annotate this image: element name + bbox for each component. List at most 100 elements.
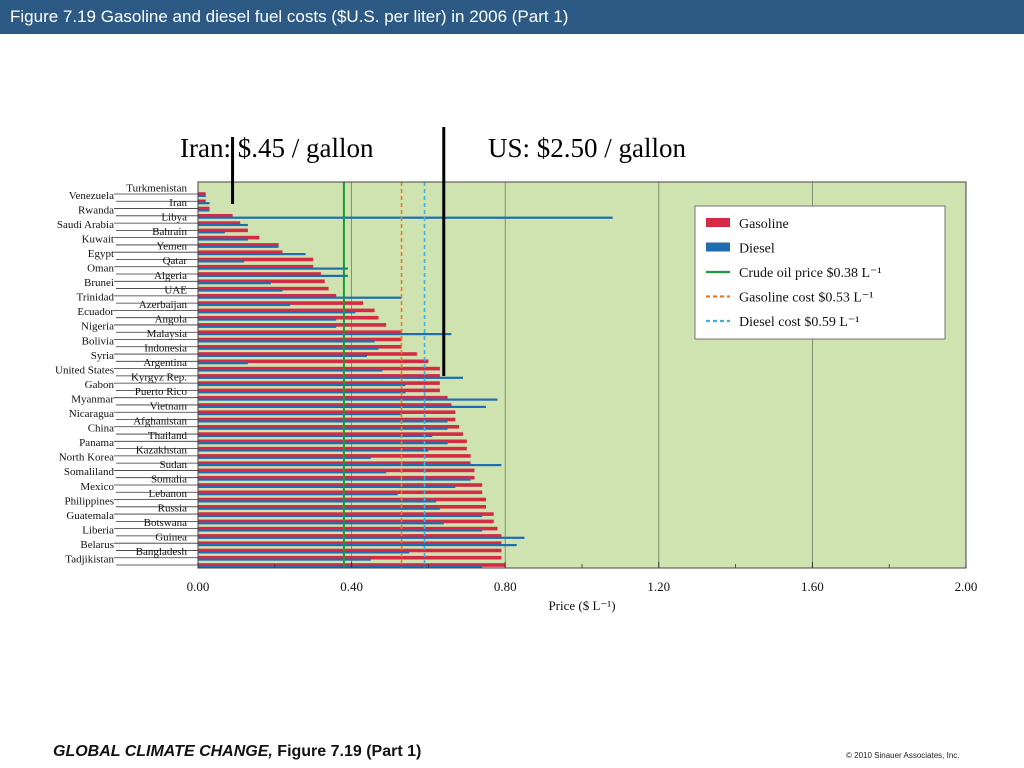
category-label: Thailand — [148, 430, 188, 442]
annotations: Iran: $.45 / gallon US: $2.50 / gallon — [180, 127, 687, 376]
gasoline-bar — [198, 250, 283, 254]
gasoline-bar — [198, 286, 329, 291]
figure-reference: Figure 7.19 (Part 1) — [272, 743, 422, 760]
category-label: Venezuela — [69, 190, 114, 202]
title-bar: Figure 7.19 Gasoline and diesel fuel cos… — [0, 0, 1024, 34]
category-label: Argentina — [143, 357, 187, 369]
diesel-bar — [198, 253, 306, 256]
category-label: Guatemala — [66, 510, 114, 522]
category-label: Saudi Arabia — [57, 219, 114, 231]
gasoline-bar — [198, 534, 502, 538]
legend-swatch — [706, 218, 730, 227]
category-label: Tadjikistan — [65, 554, 114, 566]
gasoline-bar — [198, 206, 210, 211]
category-label: Syria — [91, 350, 114, 362]
category-label: Gabon — [85, 379, 115, 391]
gasoline-bar — [198, 555, 502, 560]
gasoline-bar — [198, 301, 364, 305]
gasoline-bar — [198, 490, 483, 495]
gasoline-bar — [198, 337, 402, 342]
x-axis-label: Price ($ L⁻¹) — [548, 598, 615, 613]
gasoline-bar — [198, 410, 456, 414]
gasoline-bar — [198, 505, 486, 509]
gasoline-bar — [198, 381, 440, 385]
diesel-bar — [198, 325, 337, 328]
gasoline-bar — [198, 468, 475, 473]
category-label: Qatar — [163, 255, 188, 267]
book-title: GLOBAL CLIMATE CHANGE, — [53, 743, 273, 760]
x-tick-label: 0.40 — [340, 579, 363, 594]
gasoline-bar — [198, 388, 440, 393]
legend-label: Diesel — [739, 242, 775, 257]
category-label: Liberia — [82, 524, 114, 536]
diesel-bar — [198, 311, 356, 314]
category-label: Panama — [79, 437, 114, 449]
category-label: Nicaragua — [69, 408, 114, 420]
category-label: Russia — [158, 503, 187, 515]
legend-box — [694, 205, 946, 340]
gasoline-bar — [198, 526, 498, 531]
category-label: Ecuador — [77, 306, 114, 318]
diesel-bar — [198, 194, 206, 197]
gasoline-bar — [198, 235, 260, 240]
diesel-bar — [198, 464, 502, 467]
diesel-bar — [198, 558, 371, 561]
bars — [198, 192, 613, 568]
category-label: United States — [55, 364, 114, 376]
diesel-bar — [198, 333, 452, 336]
x-tick-label: 1.60 — [801, 579, 824, 594]
gasoline-bar — [198, 366, 440, 371]
diesel-bar — [198, 303, 291, 307]
category-label: Puerto Rico — [135, 386, 188, 398]
gasoline-bar — [198, 395, 448, 400]
category-label: Trinidad — [77, 292, 115, 304]
category-label: China — [88, 423, 114, 435]
gasoline-bar — [198, 352, 417, 356]
diesel-bar — [198, 354, 367, 357]
category-label: Azerbaijan — [139, 299, 188, 311]
slide-title: Figure 7.19 Gasoline and diesel fuel cos… — [10, 7, 569, 26]
category-label: Bahrain — [152, 226, 187, 238]
annotation-us: US: $2.50 / gallon — [488, 133, 687, 163]
diesel-bar — [198, 282, 271, 285]
gasoline-bar — [198, 432, 463, 436]
category-label: North Korea — [59, 452, 114, 464]
legend: Gasoline Diesel Crude oil price $0.38 L⁻¹ G… — [694, 205, 946, 340]
gasoline-bar — [198, 541, 502, 545]
category-label: Botswana — [144, 517, 188, 529]
category-label: Philippines — [64, 495, 114, 507]
gasoline-bar — [198, 228, 248, 233]
gasoline-bar — [198, 294, 337, 298]
category-label: Kyrgyz Rep. — [131, 372, 187, 384]
diesel-bar — [198, 434, 433, 438]
x-axis-ticks: 0.00 0.40 0.80 1.20 1.60 2.00 — [187, 562, 978, 594]
category-label: Oman — [87, 263, 114, 275]
gasoline-bar — [198, 345, 402, 349]
reference-lines — [342, 182, 426, 568]
legend-label: Crude oil price $0.38 L⁻¹ — [739, 266, 882, 281]
diesel-bar — [198, 551, 410, 554]
diesel-bar — [198, 223, 248, 227]
gasoline-bar — [198, 475, 475, 480]
gasoline-bar — [198, 199, 206, 204]
diesel-bar — [198, 405, 486, 408]
gasoline-bar — [198, 439, 467, 444]
diesel-bar — [198, 536, 525, 539]
diesel-bar — [198, 449, 429, 452]
legend-label: Diesel cost $0.59 L⁻¹ — [739, 315, 859, 330]
gasoline-bar — [198, 221, 241, 225]
diesel-bar — [198, 267, 348, 270]
gasoline-bar — [198, 461, 471, 465]
diesel-bar — [198, 296, 402, 299]
diesel-bar — [198, 376, 463, 379]
x-tick-label: 2.00 — [955, 579, 978, 594]
diesel-bar — [198, 216, 613, 219]
diesel-bar — [198, 471, 387, 474]
category-label: Guinea — [155, 532, 187, 544]
category-label: Iran — [169, 197, 187, 209]
diesel-bar — [198, 544, 517, 547]
gasoline-bar — [198, 315, 379, 320]
diesel-bar — [198, 362, 248, 365]
diesel-bar — [198, 383, 406, 387]
